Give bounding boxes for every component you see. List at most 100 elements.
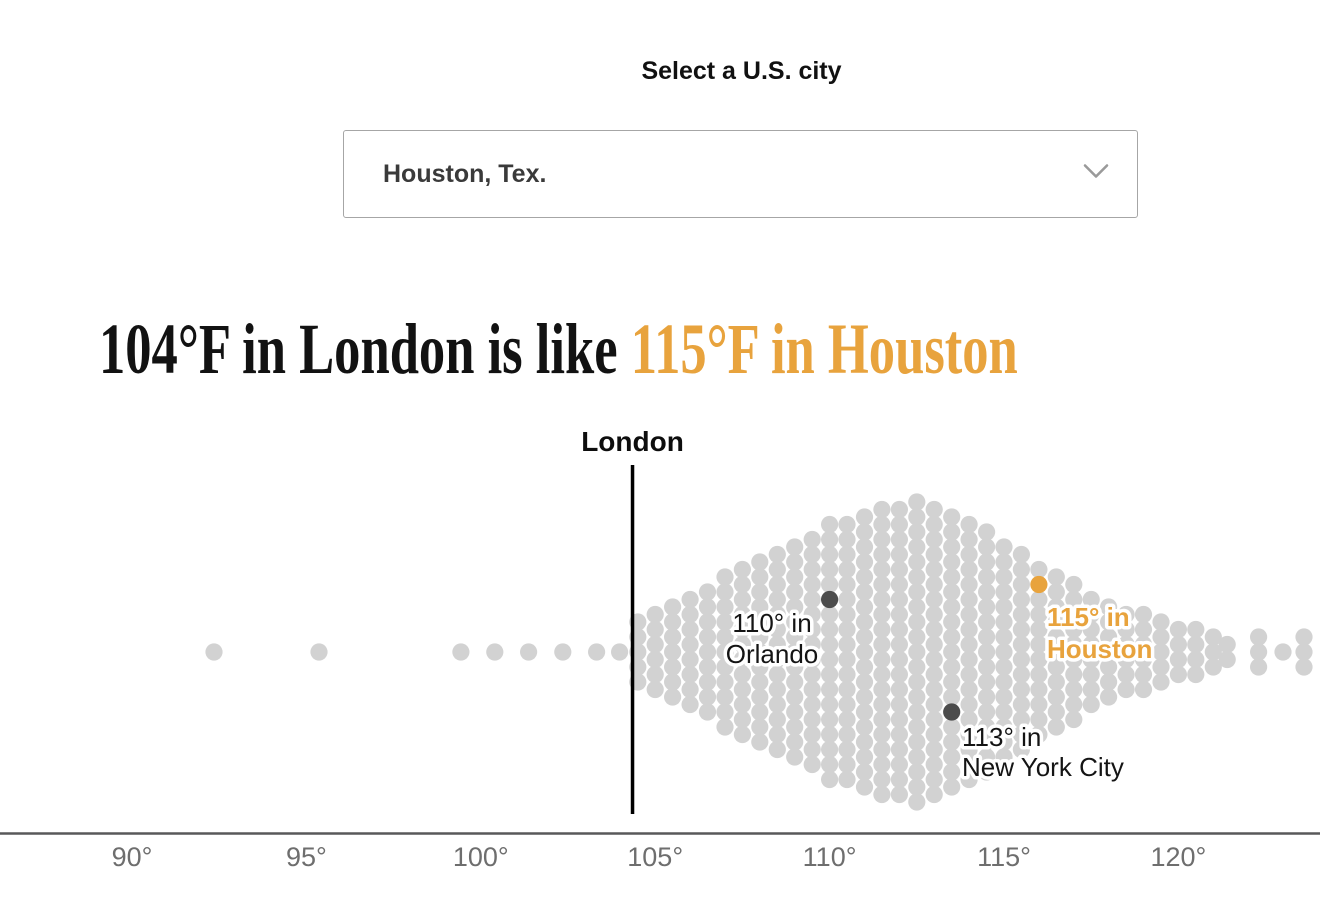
dot: [1134, 620, 1153, 639]
dot: [925, 725, 943, 744]
dot: [821, 650, 839, 669]
chevron-down-icon: [1081, 163, 1111, 186]
dot: [908, 673, 926, 691]
dot: [925, 680, 943, 699]
dot: [786, 553, 804, 571]
dot: [1100, 598, 1118, 616]
annotation-new-york-city: 113° in: [962, 722, 1041, 752]
dot: [960, 665, 978, 684]
dot: [1065, 650, 1083, 669]
dot: [1030, 560, 1048, 579]
dot: [786, 613, 804, 631]
dot: [960, 545, 978, 564]
dot: [646, 605, 664, 624]
dot: [588, 643, 606, 661]
dot: [1030, 650, 1048, 669]
dot: [890, 530, 909, 549]
dot: [716, 673, 734, 691]
dot: [803, 590, 821, 609]
dot: [751, 628, 769, 646]
dot: [733, 590, 752, 609]
dot: [310, 643, 328, 661]
dot: [716, 583, 734, 601]
dot: [855, 583, 874, 601]
dot: [1030, 620, 1048, 639]
dot: [664, 628, 682, 646]
dot: [1204, 643, 1222, 661]
dot: [995, 718, 1013, 736]
dot: [803, 650, 821, 669]
dot: [821, 515, 839, 534]
dot: [925, 650, 943, 669]
dot: [681, 695, 699, 714]
dot: [1012, 590, 1030, 609]
dot: [1169, 665, 1187, 684]
dot: [1134, 650, 1153, 669]
dot: [768, 725, 786, 744]
dot: [681, 590, 699, 609]
dot: [1100, 673, 1118, 691]
dot: [838, 695, 856, 714]
dot: [873, 590, 891, 609]
dot: [786, 718, 804, 736]
dot: [821, 665, 839, 684]
dot: [1065, 590, 1083, 609]
dot: [1274, 643, 1292, 661]
dot: [908, 733, 926, 751]
dot: [873, 500, 891, 519]
dot: [786, 643, 804, 661]
dot: [1204, 658, 1222, 676]
dot: [786, 568, 804, 586]
dot: [855, 733, 874, 751]
dot: [733, 710, 752, 729]
dot: [1117, 635, 1135, 654]
dot: [1134, 665, 1153, 684]
dot: [890, 680, 909, 699]
dot: [751, 643, 769, 661]
dot: [1047, 643, 1065, 661]
dot: [890, 545, 909, 564]
dot: [821, 695, 839, 714]
dot: [786, 673, 804, 691]
dot: [908, 658, 926, 676]
dot: [1047, 658, 1065, 676]
dot: [978, 748, 996, 766]
dot: [1012, 605, 1030, 624]
dot: [733, 560, 752, 579]
dot: [943, 688, 961, 706]
dot: [873, 620, 891, 639]
dot: [821, 605, 839, 624]
dot: [890, 755, 909, 774]
city-select-dropdown[interactable]: Houston, Tex.: [343, 130, 1138, 218]
dot: [908, 778, 926, 796]
dot: [943, 718, 961, 736]
dot: [821, 530, 839, 549]
dot: [943, 583, 961, 601]
dot: [821, 770, 839, 789]
dot: [838, 515, 856, 534]
dot: [681, 665, 699, 684]
dot: [664, 673, 682, 691]
dot: [908, 643, 926, 661]
dot: [925, 785, 943, 804]
dot: [716, 688, 734, 706]
dot: [873, 635, 891, 654]
dot: [925, 620, 943, 639]
dot: [768, 620, 786, 639]
dot: [925, 545, 943, 564]
dot: [1012, 665, 1030, 684]
tick-label-120: 120°: [1150, 842, 1206, 872]
dot: [960, 680, 978, 699]
dot: [890, 665, 909, 684]
highlight-dot-orlando: [821, 590, 839, 609]
dot: [803, 725, 821, 744]
dot: [855, 748, 874, 766]
dot: [1187, 650, 1205, 669]
dot: [1152, 613, 1170, 631]
dot: [943, 658, 961, 676]
dot: [890, 590, 909, 609]
dot: [838, 590, 856, 609]
dot: [733, 695, 752, 714]
dot: [925, 530, 943, 549]
